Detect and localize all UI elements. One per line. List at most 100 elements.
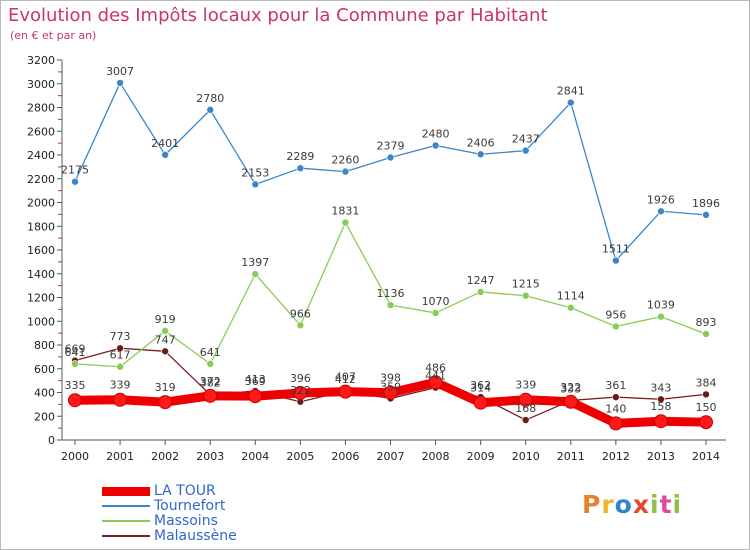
data-point-massoins: [566, 303, 575, 312]
x-tick-label: 2005: [286, 450, 314, 463]
data-point-tournefort: [206, 106, 215, 114]
data-label-la-tour: 398: [380, 372, 401, 385]
data-point-la-tour: [383, 385, 398, 400]
data-point-massoins: [341, 218, 350, 227]
data-point-la-tour: [428, 375, 443, 390]
y-tick-label: 600: [34, 363, 55, 376]
y-tick-label: 1800: [27, 220, 55, 233]
data-point-massoins: [206, 360, 215, 368]
data-label-la-tour: 158: [650, 400, 671, 413]
legend-swatch-malauss-ne: [102, 535, 150, 537]
data-label-la-tour: 339: [110, 379, 131, 392]
data-point-malauss-ne: [521, 416, 530, 424]
data-point-tournefort: [341, 167, 350, 176]
data-label-malauss-ne: 382: [200, 377, 221, 390]
y-tick-label: 2600: [27, 125, 55, 138]
data-point-tournefort: [657, 207, 665, 216]
data-label-massoins: 617: [110, 349, 131, 362]
data-point-massoins: [521, 291, 530, 300]
data-point-la-tour: [293, 385, 308, 400]
proxiti-logo: Proxiti: [582, 490, 682, 519]
data-point-tournefort: [71, 177, 79, 186]
data-point-massoins: [657, 312, 665, 321]
y-tick-label: 0: [48, 434, 55, 447]
x-tick-label: 2013: [647, 450, 675, 463]
data-point-massoins: [476, 288, 485, 296]
logo-letter: x: [632, 490, 650, 519]
data-label-malauss-ne: 362: [470, 379, 491, 392]
data-point-tournefort: [566, 98, 575, 107]
data-point-tournefort: [251, 180, 260, 189]
data-point-la-tour: [203, 388, 218, 403]
data-label-tournefort: 1926: [647, 193, 675, 206]
data-label-tournefort: 2289: [286, 150, 314, 163]
data-label-malauss-ne: 350: [380, 380, 401, 393]
data-label-la-tour: 486: [425, 361, 446, 374]
y-tick-label: 1400: [27, 268, 55, 281]
y-tick-label: 2000: [27, 197, 55, 210]
data-label-massoins: 919: [155, 313, 176, 326]
legend-label-tournefort: Tournefort: [154, 498, 226, 514]
data-point-massoins: [161, 327, 169, 335]
data-label-tournefort: 2841: [557, 85, 585, 98]
data-label-malauss-ne: 343: [650, 381, 671, 394]
y-tick-label: 400: [34, 387, 55, 400]
data-point-la-tour: [473, 395, 488, 410]
data-label-malauss-ne: 384: [696, 376, 717, 389]
data-label-la-tour: 396: [290, 372, 311, 385]
chart-title: Evolution des Impôts locaux pour la Comm…: [8, 5, 548, 26]
legend-label-la-tour: LA TOUR: [154, 483, 216, 499]
x-tick-label: 2011: [557, 450, 585, 463]
data-label-malauss-ne: 441: [425, 370, 446, 383]
data-label-massoins: 966: [290, 307, 311, 320]
data-label-malauss-ne: 773: [110, 330, 131, 343]
data-label-massoins: 641: [200, 346, 221, 359]
y-tick-label: 2200: [27, 173, 55, 186]
data-label-tournefort: 1511: [602, 243, 630, 256]
data-label-la-tour: 150: [696, 401, 717, 414]
data-label-massoins: 1397: [241, 256, 269, 269]
data-label-tournefort: 3007: [106, 65, 134, 78]
data-point-malauss-ne: [657, 395, 665, 404]
chart-axes: 0 200 400 600 800 1000 1200 1400 1600 1800 2000 220…: [27, 54, 726, 463]
data-point-tournefort: [161, 151, 169, 159]
data-label-malauss-ne: 413: [245, 373, 266, 386]
y-tick-label: 2400: [27, 149, 55, 162]
x-tick-label: 2001: [106, 450, 134, 463]
data-point-massoins: [116, 362, 124, 371]
y-tick-label: 1000: [27, 315, 55, 328]
data-point-la-tour: [563, 394, 578, 409]
data-label-massoins: 1039: [647, 299, 675, 312]
data-point-la-tour: [113, 392, 128, 407]
data-point-tournefort: [431, 141, 440, 150]
data-label-la-tour: 335: [65, 379, 86, 392]
data-point-la-tour: [518, 392, 533, 407]
data-point-massoins: [431, 309, 440, 317]
data-point-la-tour: [653, 414, 668, 429]
data-label-tournefort: 2780: [196, 92, 224, 105]
data-point-massoins: [251, 270, 260, 278]
data-label-massoins: 956: [605, 308, 626, 321]
series-line-tournefort: [74, 82, 707, 262]
data-point-la-tour: [248, 389, 263, 404]
data-label-la-tour: 339: [515, 379, 536, 392]
data-label-malauss-ne: 747: [155, 333, 176, 346]
x-tick-label: 2010: [512, 450, 540, 463]
data-label-massoins: 1831: [331, 205, 359, 218]
legend-swatch-tournefort: [102, 505, 150, 507]
data-point-la-tour: [338, 384, 353, 399]
data-label-tournefort: 2406: [467, 136, 495, 149]
data-label-tournefort: 2437: [512, 133, 540, 146]
data-point-massoins: [386, 301, 395, 309]
data-point-tournefort: [476, 150, 485, 159]
legend-swatch-la-tour: [102, 486, 150, 496]
data-label-tournefort: 1896: [692, 197, 720, 210]
data-label-tournefort: 2153: [241, 166, 269, 179]
logo-letter: i: [650, 490, 660, 519]
data-point-malauss-ne: [612, 393, 620, 401]
data-label-tournefort: 2401: [151, 137, 179, 150]
y-tick-label: 3000: [27, 78, 55, 91]
x-tick-label: 2012: [602, 450, 630, 463]
data-label-malauss-ne: 361: [605, 379, 626, 392]
data-point-malauss-ne: [116, 344, 124, 353]
